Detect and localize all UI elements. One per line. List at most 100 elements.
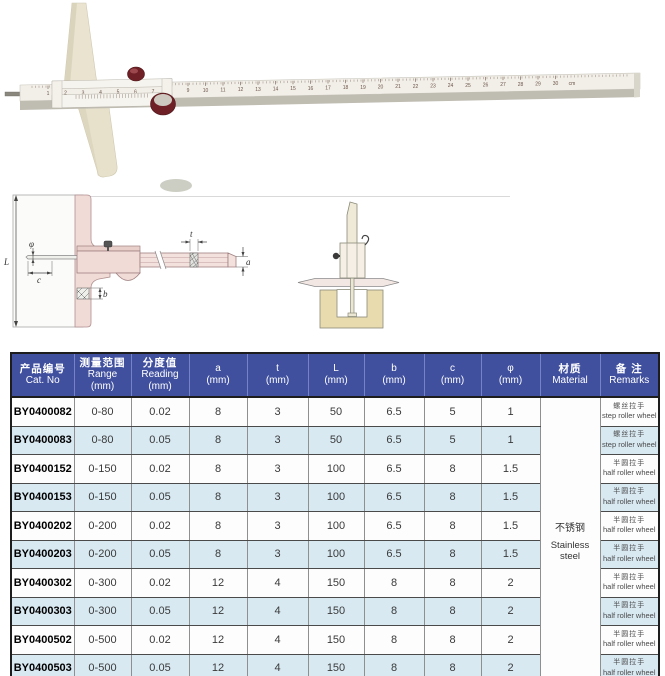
cell-l: 100 — [307, 454, 365, 484]
cell-range: 0-500 — [73, 653, 132, 676]
lock-knob-highlight — [130, 68, 138, 74]
cell-a: 12 — [188, 653, 248, 676]
cell-a: 8 — [188, 396, 248, 427]
ruler-number: 29 — [535, 81, 541, 87]
cell-a: 8 — [188, 454, 248, 484]
dim-phi-arrow-top — [31, 251, 35, 256]
vernier-marks — [75, 93, 148, 99]
cell-t: 4 — [246, 568, 309, 598]
cell-a: 12 — [188, 625, 248, 655]
cell-phi: 2 — [480, 653, 541, 676]
cell-b: 6.5 — [363, 425, 425, 455]
cell-remarks: 半圆拉手 half roller wheel — [599, 539, 660, 569]
side-knob — [332, 252, 340, 260]
slide-left-cap — [51, 80, 63, 109]
cell-t: 4 — [246, 596, 309, 626]
column-header: 产品编号 Cat. No — [11, 353, 75, 398]
cell-reading: 0.02 — [130, 568, 190, 598]
ruler-number: 30 — [553, 81, 559, 87]
dim-label-c: c — [37, 275, 41, 285]
cell-t: 4 — [246, 625, 309, 655]
cell-reading: 0.05 — [130, 596, 190, 626]
cell-range: 0-300 — [73, 568, 132, 598]
cell-t: 3 — [246, 539, 309, 569]
blade-lower-shade — [76, 100, 99, 177]
slider-body — [76, 250, 141, 274]
scan-smudge — [160, 179, 192, 192]
cell-a: 12 — [188, 568, 248, 598]
cell-range: 0-500 — [73, 625, 132, 655]
cell-a: 8 — [188, 539, 248, 569]
column-header: t (mm) — [247, 353, 309, 398]
side-slider — [339, 242, 366, 279]
cell-c: 5 — [423, 425, 482, 455]
column-header: φ (mm) — [481, 353, 541, 398]
cell-b: 6.5 — [363, 511, 425, 541]
ruler-number: 7 — [152, 89, 155, 95]
ruler-number: 17 — [325, 86, 331, 92]
cell-cat-no: BY0400083 — [10, 425, 75, 455]
ruler-number: 12 — [238, 87, 244, 93]
cell-phi: 1 — [480, 396, 541, 427]
ruler-number: 20 — [378, 85, 384, 91]
dim-L-arrow-bottom — [14, 321, 18, 327]
cell-phi: 1.5 — [480, 454, 541, 484]
side-base-bar — [297, 278, 400, 287]
cell-b: 6.5 — [363, 482, 425, 512]
cell-c: 8 — [423, 625, 482, 655]
break-line1 — [154, 250, 162, 270]
cell-remarks: 半圆拉手 half roller wheel — [599, 568, 660, 598]
drawing-thumb-wheel — [115, 272, 141, 281]
hatch-t-lines — [189, 252, 199, 268]
cell-c: 8 — [423, 568, 482, 598]
ruler-number: 23 — [430, 84, 436, 90]
cell-a: 8 — [188, 482, 248, 512]
cell-phi: 1.5 — [480, 511, 541, 541]
cell-remarks: 半圆拉手 half roller wheel — [599, 454, 660, 484]
beam-end-taper — [227, 252, 237, 268]
cell-cat-no: BY0400203 — [10, 539, 75, 569]
cell-c: 8 — [423, 539, 482, 569]
break-line2 — [159, 250, 167, 270]
blade-shade — [64, 3, 77, 86]
cell-c: 8 — [423, 511, 482, 541]
ruler-number: 1 — [47, 91, 50, 97]
ruler-unit-label: cm — [569, 81, 576, 87]
hatch-b-lines — [76, 287, 90, 300]
cell-l: 50 — [307, 425, 365, 455]
dim-a-arrow-t — [241, 252, 245, 257]
dim-c-arrow-right — [47, 271, 52, 275]
ruler-number: 24 — [448, 83, 454, 89]
ruler-number: 15 — [290, 86, 296, 92]
column-header: 材质 Material — [540, 353, 601, 398]
ruler-number: 27 — [500, 82, 506, 88]
cell-cat-no: BY0400503 — [10, 653, 75, 676]
dim-t-arrow-l — [185, 240, 190, 244]
column-header: b (mm) — [364, 353, 425, 398]
table-row: BY0400082 0-80 0.02 8 3 50 6.5 5 1 不锈钢 Stainless s… — [10, 396, 660, 676]
cell-reading: 0.02 — [130, 625, 190, 655]
dim-label-L: L — [3, 257, 9, 267]
cell-t: 3 — [246, 454, 309, 484]
ruler-number: 18 — [343, 85, 349, 91]
cell-reading: 0.02 — [130, 454, 190, 484]
dim-label-a: a — [246, 257, 251, 267]
ruler-number: 19 — [360, 85, 366, 91]
cell-reading: 0.05 — [130, 425, 190, 455]
section-rule — [13, 196, 510, 197]
cell-l: 150 — [307, 596, 365, 626]
cell-a: 8 — [188, 425, 248, 455]
cell-reading: 0.05 — [130, 482, 190, 512]
clamp-screw — [103, 240, 113, 248]
ruler-number: 22 — [413, 84, 419, 90]
cell-t: 3 — [246, 396, 309, 427]
column-header: 备 注 Remarks — [600, 353, 660, 398]
cell-b: 6.5 — [363, 539, 425, 569]
cell-cat-no: BY0400202 — [10, 511, 75, 541]
ruler-number: 5 — [117, 90, 120, 96]
ruler-number: 28 — [518, 82, 524, 88]
dim-label-phi: φ — [29, 239, 34, 249]
ruler-number: 21 — [395, 84, 401, 90]
ruler-number: 25 — [465, 83, 471, 89]
